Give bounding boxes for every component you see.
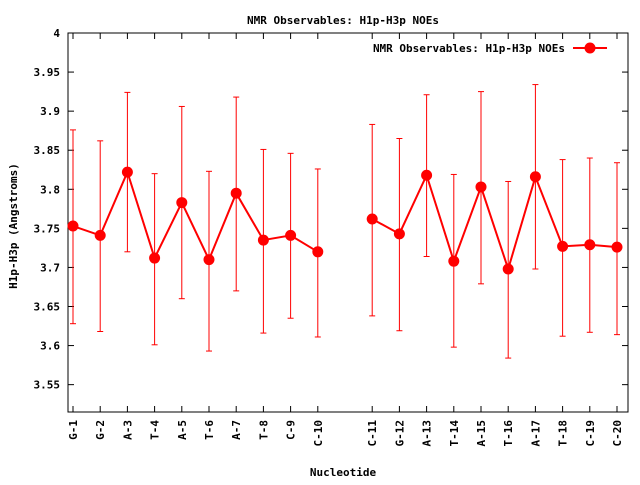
data-point	[393, 228, 405, 240]
legend: NMR Observables: H1p-H3p NOEs	[373, 42, 607, 55]
data-point	[312, 246, 324, 258]
data-point	[529, 171, 541, 183]
plot-frame	[67, 32, 629, 413]
y-tick-label: 3.95	[34, 66, 61, 79]
x-tick-label: T-8	[257, 420, 270, 440]
y-tick-label: 3.9	[40, 105, 60, 118]
series-line	[371, 172, 618, 273]
x-tick-label: A-13	[421, 420, 434, 447]
data-point	[448, 255, 460, 267]
y-axis-label: H1p-H3p (Angstroms)	[7, 163, 20, 289]
data-point	[611, 241, 623, 253]
data-point	[67, 220, 79, 232]
x-tick-label: C-20	[611, 420, 624, 447]
y-tick-label: 3.6	[40, 340, 60, 353]
x-tick-label: G-1	[67, 420, 80, 440]
x-tick-label: A-15	[475, 420, 488, 447]
data-point	[421, 169, 433, 181]
plot-border	[67, 32, 629, 413]
data-point	[584, 239, 596, 251]
x-tick-label: A-5	[176, 420, 189, 440]
series-layer	[67, 84, 623, 359]
x-tick-label: C-9	[285, 420, 298, 440]
legend-marker	[584, 42, 596, 54]
x-tick-label: T-16	[502, 420, 515, 447]
data-point	[176, 197, 188, 209]
y-tick-label: 3.8	[40, 183, 60, 196]
y-ticks: 3.55 3.6 3.65 3.7 3.75 3.8 3.85 3.9 3.95 4	[34, 27, 628, 392]
x-tick-label: T-14	[448, 420, 461, 447]
x-tick-label: A-3	[121, 420, 134, 440]
x-tick-label: G-2	[94, 420, 107, 440]
data-point	[121, 166, 133, 178]
x-tick-label: A-7	[230, 420, 243, 440]
data-point	[366, 213, 378, 225]
data-point	[557, 240, 569, 252]
y-tick-label: 3.85	[34, 144, 61, 157]
data-point	[502, 263, 514, 275]
data-point	[475, 181, 487, 193]
x-tick-label: T-4	[149, 420, 162, 440]
chart-title: NMR Observables: H1p-H3p NOEs	[247, 14, 439, 27]
y-tick-label: 4	[53, 27, 60, 40]
series-line	[72, 169, 319, 263]
x-axis-label: Nucleotide	[310, 466, 377, 479]
x-tick-label: G-12	[393, 420, 406, 447]
x-tick-label: T-18	[557, 420, 570, 447]
data-point	[149, 252, 161, 264]
y-tick-label: 3.65	[34, 301, 61, 314]
x-tick-label: C-11	[366, 420, 379, 447]
data-point	[230, 187, 242, 199]
data-point	[203, 254, 215, 266]
x-tick-label: C-10	[312, 420, 325, 447]
data-point	[94, 229, 106, 241]
x-tick-label: C-19	[584, 420, 597, 447]
data-point	[285, 229, 297, 241]
legend-label: NMR Observables: H1p-H3p NOEs	[373, 42, 565, 55]
y-tick-label: 3.75	[34, 222, 61, 235]
y-tick-label: 3.55	[34, 379, 61, 392]
x-tick-label: T-6	[203, 420, 216, 440]
y-tick-label: 3.7	[40, 261, 60, 274]
data-point	[257, 234, 269, 246]
x-tick-label: A-17	[529, 420, 542, 447]
x-ticks: G-1 G-2 A-3 T-4 A-5 T-6 A-7 T-8 C-9 C-10 C-11 G-12 A…	[67, 33, 624, 447]
